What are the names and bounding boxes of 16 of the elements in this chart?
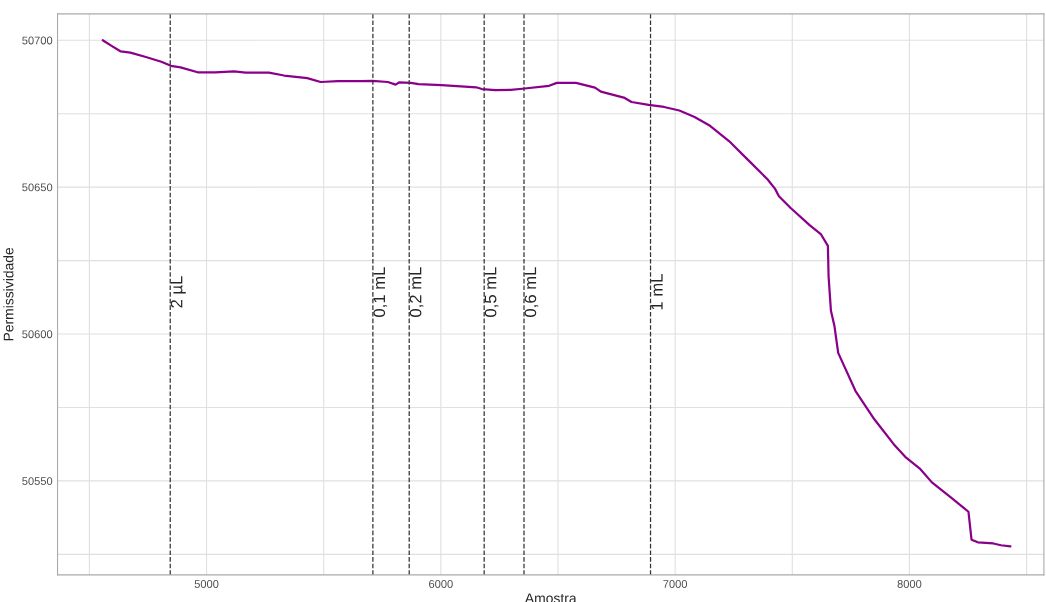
y-tick-label: 50600 [22, 330, 53, 339]
x-tick-label: 7000 [663, 580, 688, 588]
ref-line-label: 1 mL [651, 274, 663, 310]
ref-line-label: 0,5 mL [484, 267, 499, 317]
y-axis-title: Permissividade [3, 247, 14, 341]
ref-line-label: 2 µL [170, 276, 186, 308]
ref-line-label: 0,1 mL [373, 267, 388, 317]
x-tick-label: 6000 [429, 580, 453, 588]
ref-line-label: 0,6 mL [524, 267, 539, 317]
x-tick-label: 8000 [897, 580, 922, 588]
ref-line-label: 0,2 mL [409, 267, 424, 317]
y-tick-label: 50550 [22, 477, 53, 486]
y-tick-label: 50650 [22, 183, 53, 192]
x-tick-label: 5000 [194, 580, 219, 588]
line-series [101, 39, 1012, 548]
y-tick-label: 50700 [22, 36, 53, 45]
